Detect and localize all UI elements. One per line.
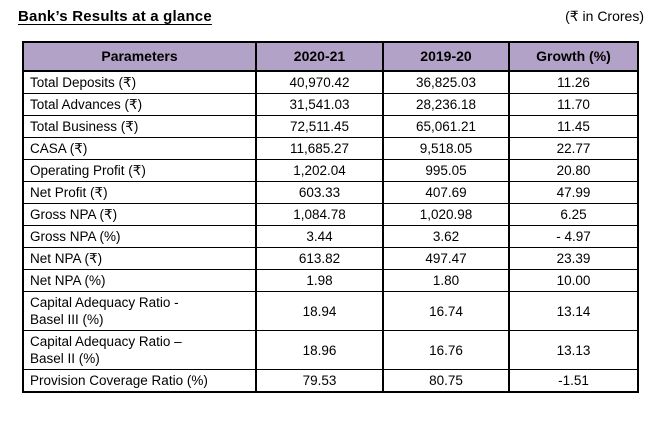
table-header: Parameters 2020-21 2019-20 Growth (%) — [22, 41, 639, 72]
growth-cell: 10.00 — [508, 269, 639, 292]
growth-cell: 47.99 — [508, 181, 639, 204]
table-row: Gross NPA (₹) 1,084.78 1,020.98 6.25 — [22, 203, 639, 226]
value-2019-20: 1,020.98 — [382, 203, 510, 226]
parameter-cell: Provision Coverage Ratio (%) — [22, 369, 257, 393]
table-row: Net Profit (₹) 603.33 407.69 47.99 — [22, 181, 639, 204]
parameter-cell: Capital Adequacy Ratio - Basel III (%) — [22, 291, 257, 331]
header-parameters: Parameters — [22, 41, 257, 72]
value-2020-21: 40,970.42 — [255, 70, 384, 94]
parameter-cell: Total Deposits (₹) — [22, 70, 257, 94]
value-2020-21: 18.94 — [255, 291, 384, 331]
value-2019-20: 16.76 — [382, 330, 510, 370]
growth-cell: 11.26 — [508, 70, 639, 94]
value-2019-20: 3.62 — [382, 225, 510, 248]
table-row: Capital Adequacy Ratio – Basel II (%) 18… — [22, 330, 639, 370]
page-title: Bank’s Results at a glance — [18, 8, 212, 25]
growth-cell: 22.77 — [508, 137, 639, 160]
value-2020-21: 603.33 — [255, 181, 384, 204]
table-row: Total Business (₹) 72,511.45 65,061.21 1… — [22, 115, 639, 138]
table-body: Total Deposits (₹) 40,970.42 36,825.03 1… — [22, 70, 639, 393]
header-row: Parameters 2020-21 2019-20 Growth (%) — [22, 41, 639, 72]
parameter-cell: Gross NPA (₹) — [22, 203, 257, 226]
value-2020-21: 79.53 — [255, 369, 384, 393]
value-2020-21: 72,511.45 — [255, 115, 384, 138]
header-growth: Growth (%) — [508, 41, 639, 72]
value-2020-21: 1,084.78 — [255, 203, 384, 226]
value-2019-20: 995.05 — [382, 159, 510, 182]
value-2019-20: 80.75 — [382, 369, 510, 393]
header-2020-21: 2020-21 — [255, 41, 384, 72]
growth-cell: 13.14 — [508, 291, 639, 331]
value-2019-20: 65,061.21 — [382, 115, 510, 138]
header-2019-20: 2019-20 — [382, 41, 510, 72]
value-2019-20: 407.69 — [382, 181, 510, 204]
table-row: Gross NPA (%) 3.44 3.62 - 4.97 — [22, 225, 639, 248]
parameter-cell: Capital Adequacy Ratio – Basel II (%) — [22, 330, 257, 370]
table-row: Total Deposits (₹) 40,970.42 36,825.03 1… — [22, 70, 639, 94]
value-2020-21: 11,685.27 — [255, 137, 384, 160]
results-table: Parameters 2020-21 2019-20 Growth (%) To… — [22, 41, 639, 393]
growth-cell: 11.45 — [508, 115, 639, 138]
value-2019-20: 9,518.05 — [382, 137, 510, 160]
value-2019-20: 497.47 — [382, 247, 510, 270]
parameter-cell: Operating Profit (₹) — [22, 159, 257, 182]
value-2020-21: 613.82 — [255, 247, 384, 270]
table-row: Capital Adequacy Ratio - Basel III (%) 1… — [22, 291, 639, 331]
growth-cell: 6.25 — [508, 203, 639, 226]
growth-cell: - 4.97 — [508, 225, 639, 248]
table-row: Total Advances (₹) 31,541.03 28,236.18 1… — [22, 93, 639, 116]
table-row: Net NPA (%) 1.98 1.80 10.00 — [22, 269, 639, 292]
growth-cell: -1.51 — [508, 369, 639, 393]
value-2020-21: 31,541.03 — [255, 93, 384, 116]
table-row: Provision Coverage Ratio (%) 79.53 80.75… — [22, 369, 639, 393]
growth-cell: 20.80 — [508, 159, 639, 182]
parameter-cell: Net NPA (₹) — [22, 247, 257, 270]
currency-unit-note: (₹ in Crores) — [565, 8, 644, 24]
value-2019-20: 28,236.18 — [382, 93, 510, 116]
value-2020-21: 1.98 — [255, 269, 384, 292]
value-2020-21: 18.96 — [255, 330, 384, 370]
page-header: Bank’s Results at a glance (₹ in Crores) — [0, 0, 656, 25]
table-row: Net NPA (₹) 613.82 497.47 23.39 — [22, 247, 639, 270]
value-2020-21: 3.44 — [255, 225, 384, 248]
table-row: Operating Profit (₹) 1,202.04 995.05 20.… — [22, 159, 639, 182]
growth-cell: 11.70 — [508, 93, 639, 116]
value-2019-20: 1.80 — [382, 269, 510, 292]
parameter-cell: Total Business (₹) — [22, 115, 257, 138]
value-2019-20: 36,825.03 — [382, 70, 510, 94]
parameter-cell: Gross NPA (%) — [22, 225, 257, 248]
table-row: CASA (₹) 11,685.27 9,518.05 22.77 — [22, 137, 639, 160]
value-2020-21: 1,202.04 — [255, 159, 384, 182]
growth-cell: 23.39 — [508, 247, 639, 270]
parameter-cell: Net Profit (₹) — [22, 181, 257, 204]
growth-cell: 13.13 — [508, 330, 639, 370]
parameter-cell: Total Advances (₹) — [22, 93, 257, 116]
value-2019-20: 16.74 — [382, 291, 510, 331]
parameter-cell: CASA (₹) — [22, 137, 257, 160]
parameter-cell: Net NPA (%) — [22, 269, 257, 292]
